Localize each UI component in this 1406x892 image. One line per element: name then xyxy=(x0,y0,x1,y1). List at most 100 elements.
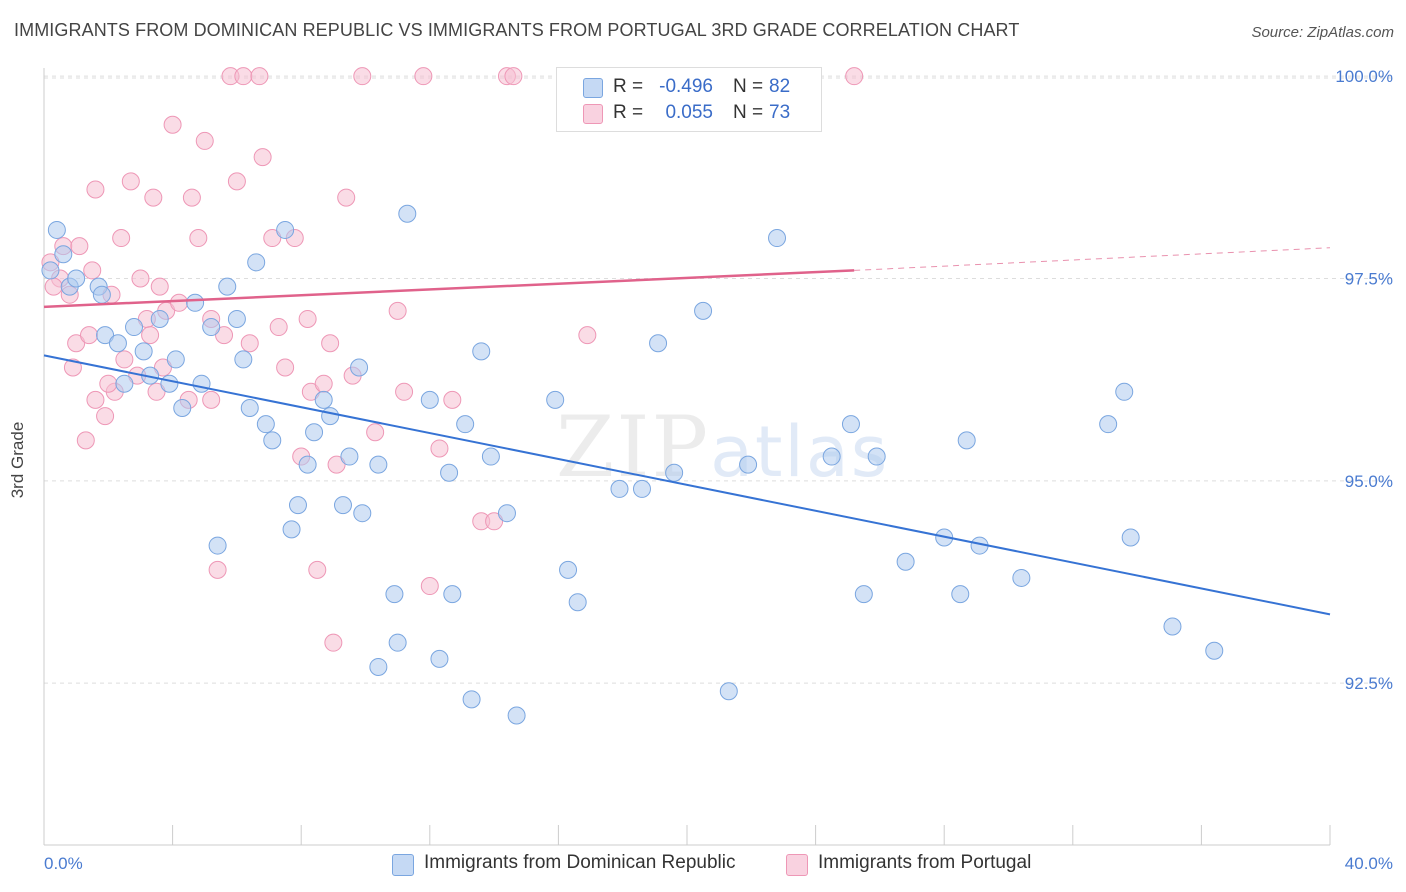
point-dominican xyxy=(240,398,259,417)
series-portugal-points xyxy=(41,67,864,652)
point-dominican xyxy=(957,431,976,450)
point-dominican xyxy=(321,407,340,426)
point-portugal xyxy=(202,390,221,409)
point-portugal xyxy=(485,512,504,531)
point-dominican xyxy=(546,390,565,409)
point-dominican xyxy=(443,585,462,604)
point-portugal xyxy=(44,277,63,296)
point-dominican xyxy=(134,342,153,361)
point-portugal xyxy=(301,382,320,401)
y-tick-labels: 92.5% 95.0% 97.5% 100.0% xyxy=(1335,67,1393,693)
point-dominican xyxy=(333,496,352,515)
point-dominican xyxy=(305,423,324,442)
point-portugal xyxy=(253,148,272,167)
point-dominican xyxy=(108,334,127,353)
trend-line-dominican xyxy=(43,354,1331,616)
chart-title: IMMIGRANTS FROM DOMINICAN REPUBLIC VS IM… xyxy=(14,20,1020,40)
legend-r-label: R = xyxy=(613,76,644,97)
y-tick-label: 97.5% xyxy=(1345,270,1393,289)
point-portugal xyxy=(308,560,327,579)
point-dominican xyxy=(497,504,516,523)
point-dominican xyxy=(440,463,459,482)
point-dominican xyxy=(398,204,417,223)
point-dominican xyxy=(92,285,111,304)
point-dominican xyxy=(353,504,372,523)
point-portugal xyxy=(150,277,169,296)
point-portugal xyxy=(67,334,86,353)
point-portugal xyxy=(195,131,214,150)
point-dominican xyxy=(472,342,491,361)
point-portugal xyxy=(324,633,343,652)
point-portugal xyxy=(443,390,462,409)
point-portugal xyxy=(353,67,372,86)
point-dominican xyxy=(115,374,134,393)
point-dominican xyxy=(649,334,668,353)
point-dominican xyxy=(462,690,481,709)
point-dominican xyxy=(456,415,475,434)
point-dominican xyxy=(173,398,192,417)
point-dominican xyxy=(951,585,970,604)
point-dominican xyxy=(282,520,301,539)
point-portugal xyxy=(269,318,288,337)
point-dominican xyxy=(388,633,407,652)
point-dominican xyxy=(247,253,266,272)
point-dominican xyxy=(47,220,66,239)
x-tick-labels: 0.0% 40.0% xyxy=(44,854,1393,873)
legend-r-value: -0.496 xyxy=(659,76,713,97)
point-dominican xyxy=(694,301,713,320)
point-portugal xyxy=(240,334,259,353)
point-portugal xyxy=(414,67,433,86)
point-portugal xyxy=(86,180,105,199)
bottom-legend-swatch-dominican xyxy=(392,854,414,876)
point-portugal xyxy=(250,67,269,86)
bottom-legend-label-dominican: Immigrants from Dominican Republic xyxy=(424,852,736,873)
point-dominican xyxy=(166,350,185,369)
point-dominican xyxy=(234,350,253,369)
point-dominican xyxy=(632,479,651,498)
point-portugal xyxy=(96,407,115,426)
point-dominican xyxy=(385,585,404,604)
point-dominican xyxy=(160,374,179,393)
point-portugal xyxy=(182,188,201,207)
point-dominican xyxy=(1099,415,1118,434)
point-portugal xyxy=(420,577,439,596)
point-dominican xyxy=(568,593,587,612)
point-dominican xyxy=(276,220,295,239)
point-dominican xyxy=(665,463,684,482)
correlation-legend: R = -0.496 N = 82 R = 0.055 N = 73 xyxy=(556,67,822,132)
point-dominican xyxy=(256,415,275,434)
point-dominican xyxy=(430,649,449,668)
point-portugal xyxy=(70,237,89,256)
point-portugal xyxy=(388,301,407,320)
point-dominican xyxy=(719,682,738,701)
legend-r-label: R = xyxy=(613,102,644,123)
point-dominican xyxy=(768,229,787,248)
point-portugal xyxy=(83,261,102,280)
point-dominican xyxy=(854,585,873,604)
point-portugal xyxy=(298,309,317,328)
bottom-legend-label-portugal: Immigrants from Portugal xyxy=(818,852,1032,873)
point-dominican xyxy=(340,447,359,466)
trend-lines xyxy=(43,247,1331,616)
point-dominican xyxy=(867,447,886,466)
point-portugal xyxy=(112,229,131,248)
point-portugal xyxy=(189,229,208,248)
point-dominican xyxy=(1163,617,1182,636)
point-dominican xyxy=(298,455,317,474)
point-portugal xyxy=(337,188,356,207)
point-dominican xyxy=(202,318,221,337)
point-portugal xyxy=(314,374,333,393)
point-dominican xyxy=(227,309,246,328)
point-dominican xyxy=(739,455,758,474)
legend-n-label: N = xyxy=(733,76,764,97)
point-portugal xyxy=(845,67,864,86)
point-portugal xyxy=(76,431,95,450)
point-dominican xyxy=(41,261,60,280)
point-dominican xyxy=(67,269,86,288)
point-dominican xyxy=(54,245,73,264)
x-tick-label: 0.0% xyxy=(44,854,83,873)
point-portugal xyxy=(263,229,282,248)
point-dominican xyxy=(186,293,205,312)
point-dominican xyxy=(369,657,388,676)
